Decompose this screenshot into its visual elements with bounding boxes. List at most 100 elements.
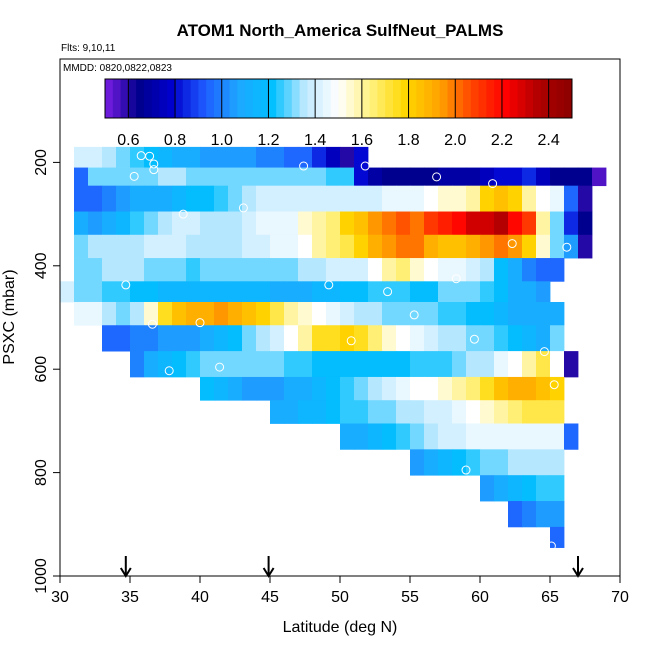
heatmap-cell: [200, 234, 215, 259]
heatmap-cell: [186, 325, 201, 352]
colorbar-frame: [104, 78, 573, 119]
heatmap-cell: [284, 325, 299, 352]
heatmap-cell: [88, 234, 103, 259]
sample-point: [299, 161, 309, 171]
heatmap-cell: [550, 400, 565, 424]
heatmap-cell: [480, 400, 495, 424]
heatmap-cell: [480, 449, 495, 476]
heatmap-cell: [74, 258, 89, 282]
heatmap-cell: [256, 325, 271, 352]
heatmap-cell: [270, 258, 285, 282]
heatmap-cell: [564, 423, 579, 450]
heatmap-cell: [508, 423, 523, 450]
heatmap-cell: [312, 351, 327, 378]
colorbar-segment: [486, 79, 495, 118]
x-tick-label: 55: [401, 589, 419, 606]
heatmap-cell: [536, 501, 551, 528]
sample-point: [432, 172, 442, 182]
heatmap-cell: [256, 351, 271, 378]
colorbar-segment: [431, 79, 441, 118]
heatmap-cell: [326, 351, 341, 378]
colorbar-segment: [284, 79, 293, 118]
heatmap-cell: [214, 258, 229, 282]
colorbar-segment: [361, 79, 371, 118]
sample-point: [147, 319, 157, 329]
heatmap-cell: [88, 211, 103, 236]
heatmap-cell: [480, 475, 495, 502]
heatmap-cell: [284, 351, 299, 378]
heatmap-cell: [144, 281, 159, 303]
heatmap-cell: [410, 423, 425, 450]
heatmap-cell: [74, 211, 89, 236]
heatmap-cell: [466, 185, 481, 212]
heatmap-cell: [396, 400, 411, 424]
heatmap-cell: [74, 146, 89, 168]
colorbar-segment: [128, 79, 137, 118]
heatmap-cell: [312, 211, 327, 236]
heatmap-cell: [270, 234, 285, 259]
heatmap-cell: [256, 211, 271, 236]
colorbar-tick-label: 1.8: [397, 132, 419, 149]
heatmap-cell: [550, 258, 565, 282]
heatmap-cell: [102, 146, 117, 168]
heatmap-cell: [522, 211, 537, 236]
x-tick-label: 45: [261, 589, 279, 606]
heatmap-cell: [74, 167, 89, 187]
heatmap-cell: [200, 325, 215, 352]
heatmap-cell: [256, 185, 271, 212]
heatmap-cell: [550, 526, 565, 548]
sample-point: [178, 209, 188, 219]
heatmap-cell: [438, 258, 453, 282]
heatmap-cell: [536, 211, 551, 236]
y-tick-label: 200: [33, 149, 50, 176]
heatmap-cell: [536, 185, 551, 212]
heatmap-cell: [116, 211, 131, 236]
sample-point: [164, 366, 174, 376]
colorbar-segment: [377, 79, 386, 118]
heatmap-cell: [326, 376, 341, 401]
heatmap-cell: [522, 501, 537, 528]
heatmap-cell: [172, 325, 187, 352]
heatmap-cell: [270, 301, 285, 326]
heatmap-cell: [186, 258, 201, 282]
sample-point: [539, 347, 549, 357]
heatmap-cell: [298, 400, 313, 424]
heatmap-cell: [270, 146, 285, 168]
heatmap-cell: [508, 211, 523, 236]
colorbar-segment: [136, 79, 145, 118]
heatmap-cell: [214, 281, 229, 303]
heatmap-cell: [508, 325, 523, 352]
colorbar-segment: [455, 79, 464, 118]
heatmap-cell: [242, 146, 257, 168]
heatmap-cell: [144, 258, 159, 282]
heatmap-cell: [438, 301, 453, 326]
heatmap-cell: [452, 351, 467, 378]
heatmap-cell: [480, 258, 495, 282]
x-tick-label: 70: [611, 589, 629, 606]
heatmap-cell: [130, 351, 145, 378]
heatmap-cell: [522, 475, 537, 502]
sample-point: [129, 171, 139, 181]
heatmap-cell: [158, 146, 173, 168]
y-tick-label: 600: [33, 356, 50, 383]
heatmap-cell: [144, 146, 159, 168]
x-tick-label: 40: [191, 589, 209, 606]
heatmap-cell: [424, 449, 439, 476]
heatmap-cell: [536, 281, 551, 303]
heatmap-cell: [508, 281, 523, 303]
heatmap-cell: [298, 325, 313, 352]
sample-point: [121, 280, 131, 290]
heatmap-cell: [228, 376, 243, 401]
colorbar-segment: [478, 79, 487, 118]
heatmap-cell: [480, 167, 495, 187]
heatmap-cell: [438, 185, 453, 212]
heatmap-cell: [102, 234, 117, 259]
heatmap-cell: [410, 258, 425, 282]
chart-title: ATOM1 North_America SulfNeut_PALMS: [177, 21, 504, 40]
heatmap-cell: [340, 211, 355, 236]
colorbar-segment: [354, 79, 363, 118]
colorbar-segment: [338, 79, 347, 118]
colorbar-segment: [556, 79, 565, 118]
colorbar-segment: [159, 79, 168, 118]
